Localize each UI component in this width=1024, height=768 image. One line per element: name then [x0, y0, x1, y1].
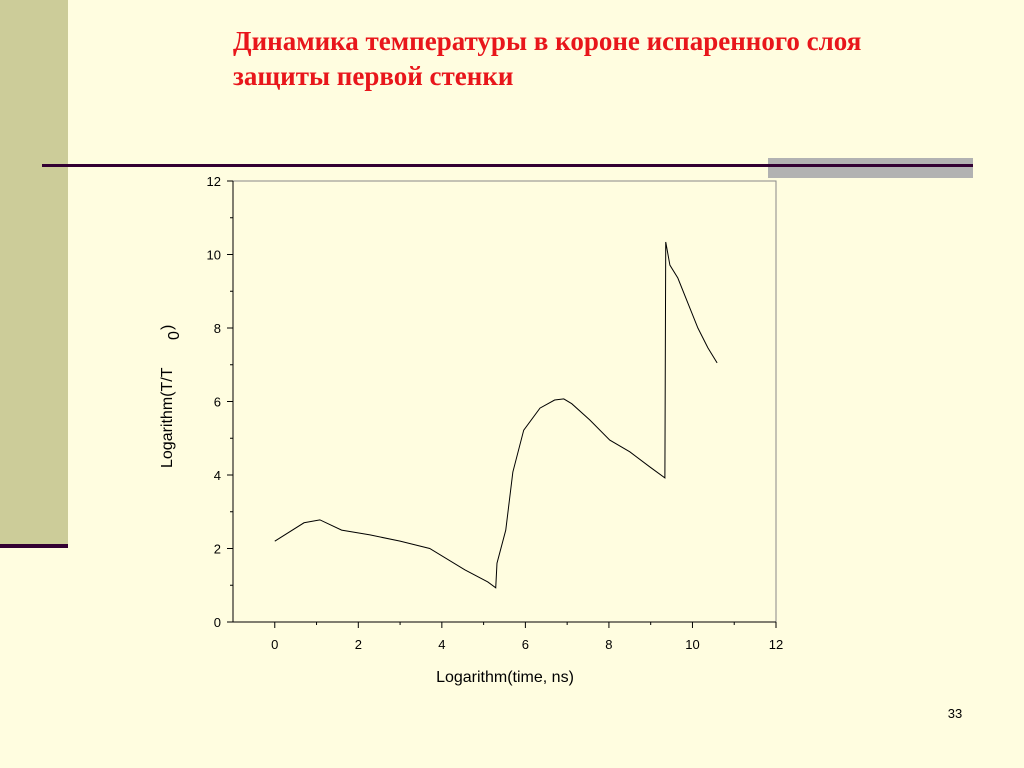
- y-axis-label: Logarithm(T/T 0 ): [159, 325, 183, 468]
- x-axis-label: Logarithm(time, ns): [436, 669, 574, 686]
- x-tick-label: 8: [605, 637, 612, 652]
- y-tick-label: 12: [207, 174, 221, 189]
- x-tick-label: 6: [522, 637, 529, 652]
- y-tick-label: 8: [214, 321, 221, 336]
- y-tick-label: 0: [214, 615, 221, 630]
- plot-frame: [232, 180, 777, 623]
- y-axis-label-main: Logarithm(T/T: [159, 367, 176, 468]
- y-tick-label: 2: [214, 542, 221, 557]
- y-axis-label-sub: 0: [166, 331, 183, 340]
- gray-block: [768, 158, 973, 178]
- header-rule: [42, 164, 973, 167]
- page-number: 33: [948, 706, 962, 721]
- x-tick-label: 12: [769, 637, 783, 652]
- x-tick-label: 0: [271, 637, 278, 652]
- x-tick-label: 2: [355, 637, 362, 652]
- x-tick-label: 10: [685, 637, 699, 652]
- y-tick-label: 10: [207, 248, 221, 263]
- y-tick-label: 6: [214, 395, 221, 410]
- title-line: Динамика температуры в короне испаренног…: [233, 26, 861, 56]
- y-axis-label-end: ): [159, 325, 176, 330]
- title-line: защиты первой стенки: [233, 61, 513, 91]
- y-tick-label: 4: [214, 468, 221, 483]
- side-bar: [0, 0, 68, 545]
- side-bar-rule: [0, 544, 68, 548]
- data-line: [274, 241, 718, 589]
- x-tick-label: 4: [438, 637, 445, 652]
- chart: Logarithm(time, ns) Logarithm(T/T 0 ) 0 2…: [159, 174, 783, 686]
